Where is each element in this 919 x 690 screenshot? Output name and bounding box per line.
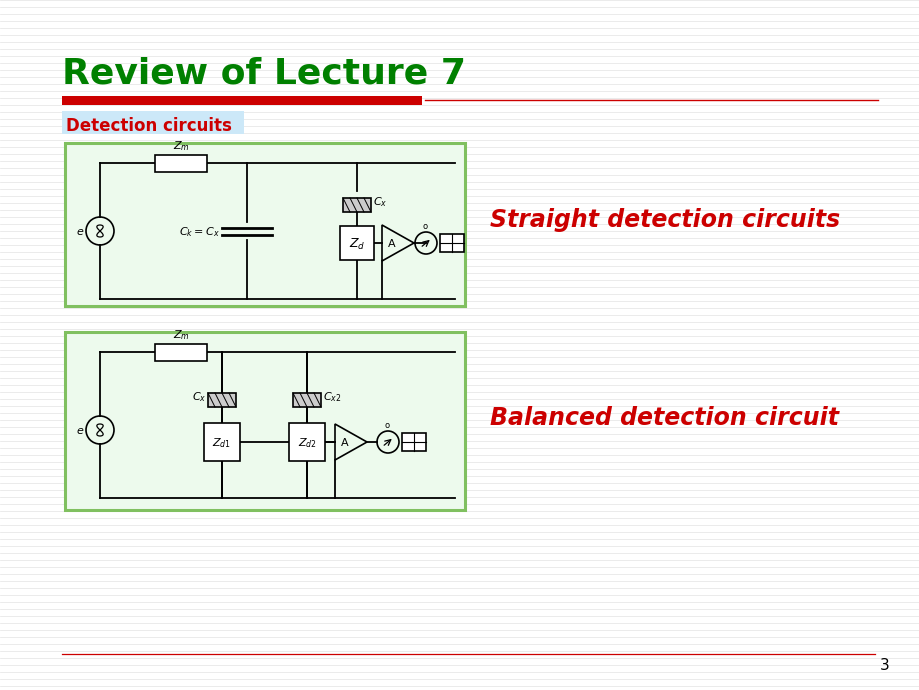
Text: Straight detection circuits: Straight detection circuits xyxy=(490,208,839,232)
Bar xyxy=(340,226,374,260)
Text: $C_x$: $C_x$ xyxy=(372,195,387,209)
Bar xyxy=(62,96,422,105)
Bar xyxy=(439,234,463,252)
Bar xyxy=(154,155,207,172)
Bar xyxy=(402,433,425,451)
Text: $e$: $e$ xyxy=(75,227,84,237)
Text: Review of Lecture 7: Review of Lecture 7 xyxy=(62,56,466,90)
Text: o: o xyxy=(422,222,427,231)
Bar xyxy=(154,344,207,360)
Text: $C_{x2}$: $C_{x2}$ xyxy=(323,390,341,404)
Bar xyxy=(343,198,370,212)
Text: $C_x$: $C_x$ xyxy=(191,390,206,404)
Text: $Z_d$: $Z_d$ xyxy=(348,237,365,252)
Text: A: A xyxy=(341,438,348,448)
Bar xyxy=(65,143,464,306)
Text: A: A xyxy=(388,239,395,249)
Bar xyxy=(204,423,240,461)
Text: $Z_m$: $Z_m$ xyxy=(173,328,189,342)
Bar xyxy=(292,393,321,407)
Text: $Z_m$: $Z_m$ xyxy=(173,139,189,152)
Text: $Z_{d1}$: $Z_{d1}$ xyxy=(212,436,232,450)
Text: 3: 3 xyxy=(879,658,889,673)
Bar xyxy=(62,111,244,134)
Bar xyxy=(289,423,324,461)
Bar xyxy=(65,332,464,510)
Bar xyxy=(208,393,236,407)
Text: $Z_{d2}$: $Z_{d2}$ xyxy=(297,436,316,450)
Text: $C_k=C_x$: $C_k=C_x$ xyxy=(179,225,220,239)
Text: Detection circuits: Detection circuits xyxy=(66,117,232,135)
Text: $e$: $e$ xyxy=(75,426,84,436)
Text: Balanced detection circuit: Balanced detection circuit xyxy=(490,406,838,430)
Text: o: o xyxy=(384,421,389,430)
